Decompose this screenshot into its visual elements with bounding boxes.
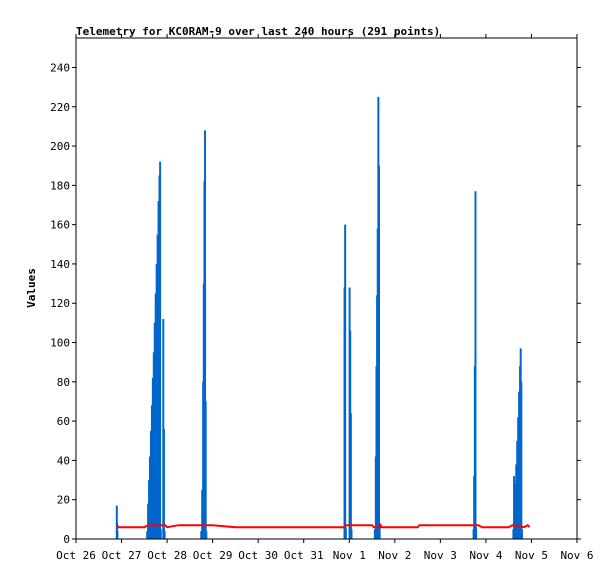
x-tick-label: Oct 30	[238, 549, 278, 562]
x-tick-label: Oct 27	[102, 549, 142, 562]
x-tick-label: Nov 5	[515, 549, 548, 562]
y-tick-label: 20	[57, 494, 70, 507]
y-tick-label: 80	[57, 376, 70, 389]
series-layer	[115, 96, 531, 539]
plot-frame	[75, 37, 578, 540]
x-tick-label: Oct 26	[56, 549, 96, 562]
x-tick-label: Nov 1	[333, 549, 366, 562]
y-tick-label: 220	[50, 101, 70, 114]
x-tick-label: Nov 6	[560, 549, 593, 562]
x-tick-label: Oct 28	[147, 549, 187, 562]
x-axis: Oct 26 Oct 27 Oct 28 Oct 29 Oct 30 Oct 31 Nov …	[56, 34, 594, 562]
y-tick-label: 40	[57, 454, 70, 467]
x-tick-label: Nov 4	[469, 549, 502, 562]
y-axis: 0 20 40 60 80 100 120 140 160 180 200 220 240	[50, 61, 581, 546]
x-tick-label: Oct 29	[193, 549, 233, 562]
x-tick-label: Oct 31	[284, 549, 324, 562]
y-tick-label: 240	[50, 61, 70, 74]
y-axis-label: Values	[25, 268, 38, 308]
series-line	[116, 522, 531, 529]
y-tick-label: 180	[50, 179, 70, 192]
x-tick-label: Nov 3	[424, 549, 457, 562]
x-tick-label: Nov 2	[378, 549, 411, 562]
y-tick-label: 140	[50, 258, 70, 271]
y-tick-label: 100	[50, 337, 70, 350]
y-tick-label: 0	[63, 533, 70, 546]
y-tick-label: 60	[57, 415, 70, 428]
y-tick-label: 200	[50, 140, 70, 153]
y-tick-label: 160	[50, 219, 70, 232]
y-tick-label: 120	[50, 297, 70, 310]
